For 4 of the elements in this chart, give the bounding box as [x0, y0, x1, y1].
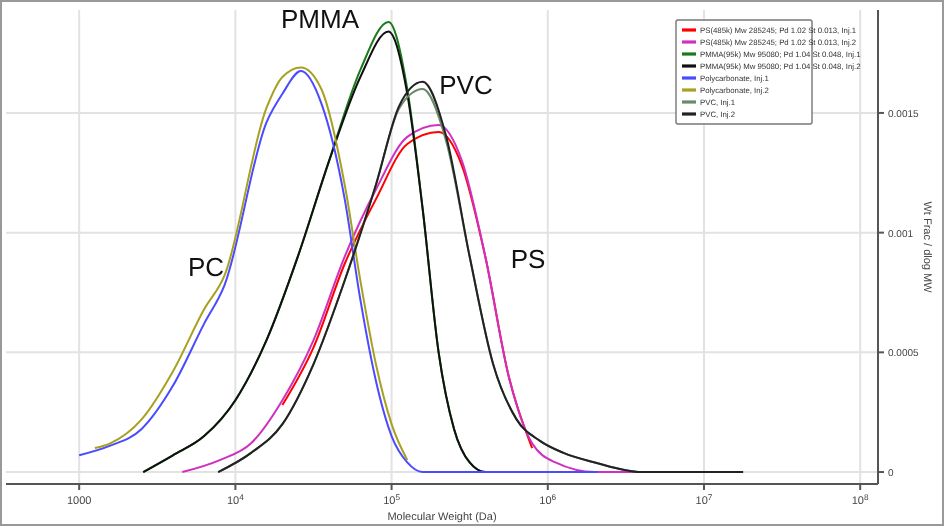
annotation: PS: [510, 244, 546, 274]
annotation: PC: [187, 252, 225, 282]
annotation: PMMA: [281, 4, 360, 34]
annotation: PVC: [439, 70, 493, 100]
